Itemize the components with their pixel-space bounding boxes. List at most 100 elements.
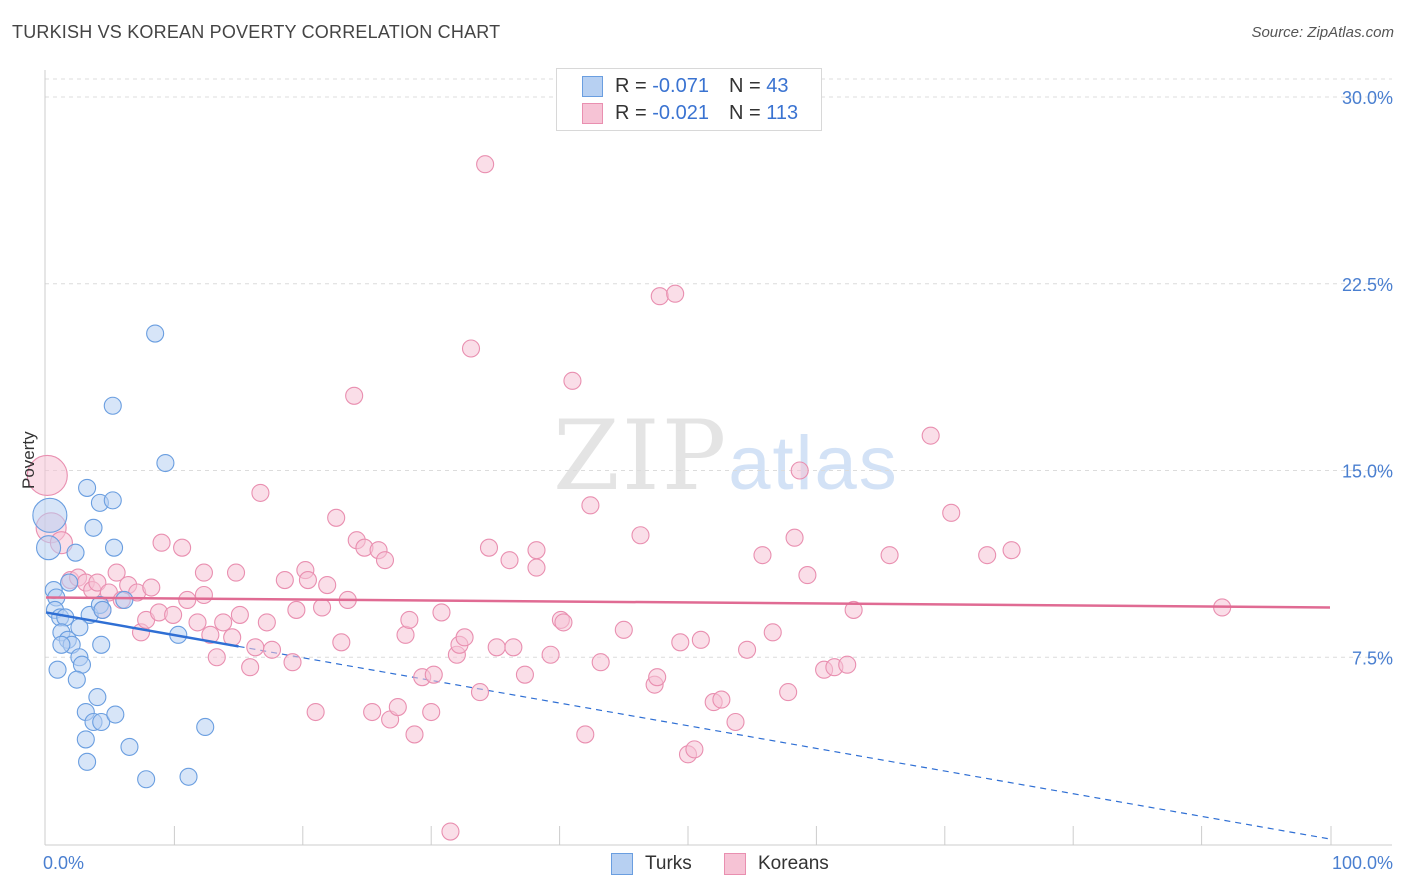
stats-legend: R = -0.071 N = 43 R = -0.021 N = 113 [556,68,822,131]
data-point-koreans [262,640,282,659]
data-point-koreans [400,610,419,629]
data-point-koreans [527,558,546,577]
data-point-turks [196,717,215,737]
data-point-koreans [226,563,246,582]
data-point-koreans [318,575,337,595]
data-point-koreans [541,645,560,664]
legend-n-label: N = [728,74,767,97]
data-point-koreans [942,503,961,522]
y-tick-label: 30.0% [1342,88,1393,108]
data-point-koreans [173,538,192,557]
data-point-koreans [798,566,817,585]
legend-swatch-koreans [582,102,603,124]
data-point-koreans [214,613,233,632]
watermark-zip: ZIP [553,400,729,512]
data-point-koreans [432,603,451,622]
legend-row-koreans: R = -0.021 N = 113 [557,100,798,126]
data-point-turks [106,705,125,724]
data-point-koreans [405,725,424,744]
x-tick-label: 100.0% [1332,853,1393,873]
data-point-koreans [251,483,270,502]
data-point-koreans [194,563,213,582]
data-point-koreans [880,546,899,565]
watermark-atlas: atlas [728,421,899,506]
data-point-koreans [691,630,710,649]
data-point-koreans [504,638,523,657]
legend-swatch-turks [611,853,633,875]
data-point-turks [67,670,86,689]
data-point-koreans [712,690,731,709]
data-point-koreans [388,697,407,717]
legend-item-koreans[interactable]: Koreans [724,853,829,875]
legend-r-value: -0.071 [652,74,709,97]
data-point-koreans [554,613,573,632]
data-point-koreans [671,633,690,652]
trendline-turks-dashed [238,645,1331,840]
data-point-koreans [1002,541,1021,560]
data-point-koreans [763,623,782,642]
data-point-turks [92,712,111,732]
data-point-koreans [298,571,317,590]
data-point-koreans [363,702,382,722]
data-point-turks [93,600,112,619]
data-point-koreans [441,822,460,841]
data-point-koreans [978,546,997,565]
legend-item-turks[interactable]: Turks [611,853,692,875]
data-point-turks [36,535,62,561]
data-point-koreans [591,653,610,672]
data-point-koreans [313,598,332,617]
legend-r-label: R = [615,101,653,124]
x-tick-label: 0.0% [43,853,84,873]
legend-n-label: N = [728,101,767,124]
trendline-koreans [45,596,1331,609]
data-point-koreans [424,665,443,684]
data-point-koreans [194,585,213,605]
data-point-koreans [188,613,207,632]
data-point-turks [48,660,67,679]
data-point-turks [137,770,156,789]
data-point-turks [78,752,97,771]
data-point-koreans [648,668,667,687]
data-point-koreans [738,640,757,659]
legend-n-value: 43 [766,74,789,97]
data-point-koreans [164,605,183,624]
data-point-koreans [527,541,546,560]
data-point-koreans [375,551,395,570]
data-point-koreans [838,655,857,674]
data-point-turks [66,543,85,562]
data-point-koreans [88,573,107,592]
data-point-koreans [287,600,306,619]
y-tick-label: 22.5% [1342,275,1393,295]
data-point-koreans [470,683,490,702]
legend-label-koreans: Koreans [758,853,829,874]
data-point-turks [103,491,122,510]
data-point-koreans [753,546,772,565]
data-point-koreans [345,386,364,405]
series-turks-points [32,324,215,789]
data-point-koreans [614,620,633,639]
data-point-koreans [246,638,265,657]
data-point-turks [70,618,89,637]
grid-lines [45,78,1392,658]
trendline-turks [45,611,239,648]
series-legend: Turks Koreans [0,851,1406,879]
data-point-koreans [306,702,325,722]
data-point-turks [92,635,111,654]
data-point-koreans [201,625,220,644]
data-point-turks [76,730,95,749]
data-point-turks [78,478,97,497]
data-point-koreans [230,605,249,624]
data-point-koreans [685,740,704,759]
data-point-koreans [455,628,474,647]
legend-r-label: R = [615,74,653,97]
data-point-koreans [844,600,863,619]
chart-title: TURKISH VS KOREAN POVERTY CORRELATION CH… [12,22,501,42]
data-point-koreans [152,533,171,552]
data-point-koreans [396,625,415,644]
data-point-koreans [500,551,519,570]
data-point-turks [52,635,71,654]
data-point-koreans [327,508,346,527]
legend-label-turks: Turks [645,853,692,874]
data-point-turks [84,518,103,537]
data-point-koreans [107,563,126,582]
